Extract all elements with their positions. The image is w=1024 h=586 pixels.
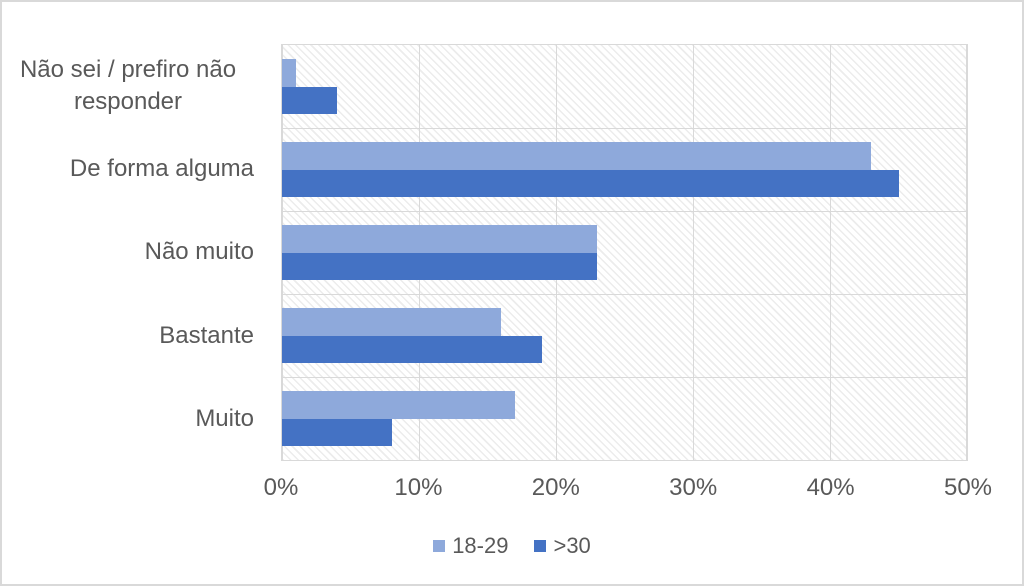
legend-swatch-over-30 [534,540,547,552]
category-label: Não muito [144,238,254,266]
x-tick-label: 20% [531,474,580,501]
x-tick-label: 50% [943,474,993,501]
category-axis: Não sei / prefiro não responder De forma … [2,44,267,461]
category-band [282,377,967,460]
category-label: Não sei / prefiro não responder [19,55,237,115]
plot-area [281,44,968,461]
x-tick-label: 40% [806,474,855,501]
category-band [282,294,967,377]
category-row: Bastante [2,294,267,377]
legend-label: >30 [553,533,591,558]
bar-18-29 [282,224,598,253]
horizontal-gridline [282,211,967,212]
legend: 18-29 >30 [2,533,1022,559]
category-row: Não sei / prefiro não responder [2,44,267,127]
x-tick-label: 30% [669,474,718,501]
legend-item: 18-29 [433,533,508,559]
category-band [282,45,967,128]
category-label: Bastante [159,321,254,349]
vertical-gridline [966,45,967,460]
horizontal-gridline [282,294,967,295]
bar-over-30 [282,169,899,198]
category-label: De forma alguma [69,155,254,183]
category-row: Muito [2,378,267,461]
vertical-gridline [693,45,694,460]
category-row: De forma alguma [2,127,267,210]
bar-over-30 [282,86,337,115]
vertical-gridline [830,45,831,460]
bar-18-29 [282,390,515,419]
bar-over-30 [282,335,543,364]
horizontal-gridline [282,377,967,378]
bar-over-30 [282,252,598,281]
value-axis: 0% 10% 20% 30% 40% 50% [264,474,992,504]
legend-item: >30 [534,533,591,559]
horizontal-gridline [282,128,967,129]
bar-over-30 [282,418,392,447]
category-row: Não muito [2,211,267,294]
bar-18-29 [282,307,502,336]
x-tick-label: 10% [394,474,443,501]
bar-18-29 [282,58,296,87]
x-tick-label: 0% [263,474,299,501]
category-band [282,128,967,211]
category-label: Muito [195,405,254,433]
bar-18-29 [282,141,872,170]
legend-swatch-18-29 [433,540,446,552]
legend-label: 18-29 [452,533,509,558]
category-band [282,211,967,294]
